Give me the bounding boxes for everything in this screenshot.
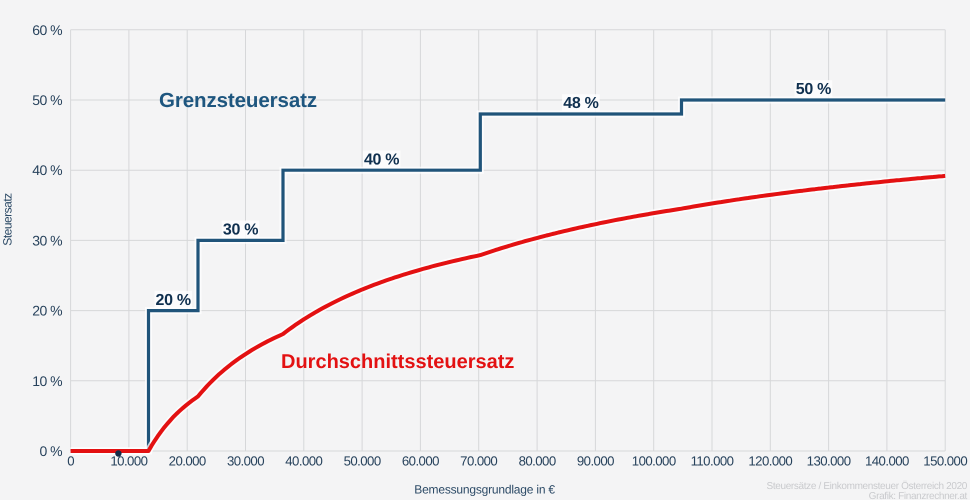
svg-text:Grafik: Finanzrechner.at: Grafik: Finanzrechner.at [869,491,968,500]
svg-text:10.000: 10.000 [110,453,147,468]
svg-text:20 %: 20 % [32,303,62,319]
svg-text:140.000: 140.000 [865,453,909,468]
svg-text:50.000: 50.000 [344,453,381,468]
svg-text:30.000: 30.000 [227,453,264,468]
svg-text:50 %: 50 % [796,81,831,98]
svg-text:Grenzsteuersatz: Grenzsteuersatz [159,89,317,112]
svg-text:Durchschnittssteuersatz: Durchschnittssteuersatz [281,351,514,373]
svg-text:0 %: 0 % [40,443,63,459]
svg-text:Steuersatz: Steuersatz [1,193,15,246]
svg-text:40 %: 40 % [364,151,399,168]
svg-text:50 %: 50 % [32,92,62,108]
svg-text:10 %: 10 % [32,373,62,389]
svg-text:30 %: 30 % [32,232,62,248]
svg-text:110.000: 110.000 [691,453,734,468]
svg-text:60 %: 60 % [32,22,62,38]
svg-text:0: 0 [67,453,74,468]
svg-text:150.000: 150.000 [923,453,967,468]
svg-text:Steuersätze / Einkommensteuer: Steuersätze / Einkommensteuer Österreich… [767,480,968,492]
svg-text:120.000: 120.000 [748,453,792,468]
svg-text:90.000: 90.000 [577,453,614,468]
svg-text:40 %: 40 % [32,162,62,178]
svg-text:20.000: 20.000 [169,453,206,468]
svg-text:Bemessungsgrundlage in €: Bemessungsgrundlage in € [414,483,555,497]
svg-text:60.000: 60.000 [402,453,439,468]
svg-text:130.000: 130.000 [807,453,851,468]
svg-text:20 %: 20 % [156,292,191,309]
svg-text:48 %: 48 % [563,95,598,112]
svg-text:100.000: 100.000 [632,453,676,468]
svg-text:40.000: 40.000 [285,453,322,468]
svg-text:80.000: 80.000 [519,453,556,468]
svg-text:30 %: 30 % [223,222,258,239]
svg-text:70.000: 70.000 [460,453,497,468]
